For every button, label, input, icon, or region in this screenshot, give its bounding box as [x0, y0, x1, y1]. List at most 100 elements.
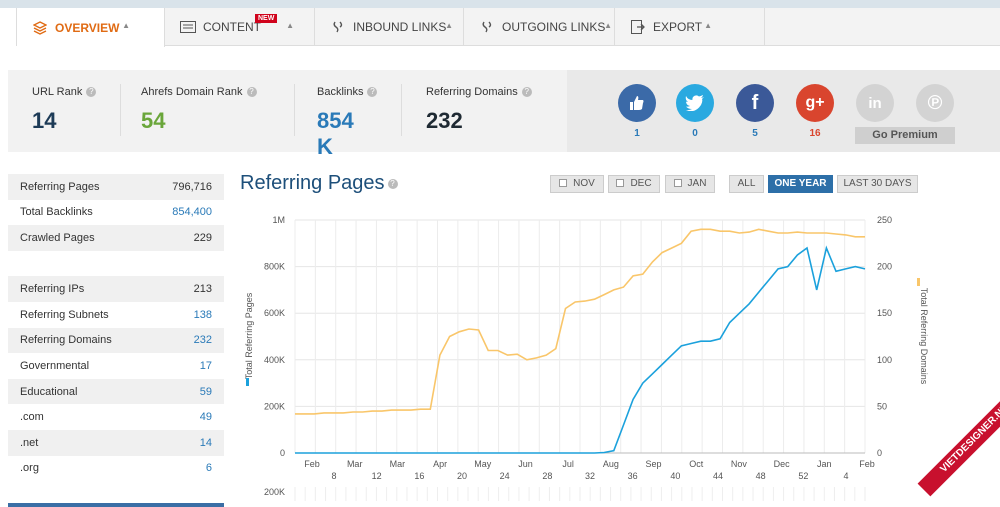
caret-up-icon[interactable]: ▲	[604, 21, 612, 30]
row-value[interactable]: 138	[193, 308, 212, 321]
checkbox-icon	[559, 179, 568, 187]
y2-tick-label: 100	[877, 355, 892, 365]
caret-up-icon[interactable]: ▲	[286, 21, 294, 30]
help-icon[interactable]: ?	[521, 87, 532, 98]
legend-swatch	[917, 278, 920, 286]
tab-inbound-links[interactable]: INBOUND LINKS ▲	[315, 8, 464, 46]
row-label: Referring Domains	[20, 334, 112, 347]
x-month-label: Mar	[347, 459, 363, 469]
social-facebook[interactable]: f 5	[735, 84, 775, 139]
row-label: Governmental	[20, 359, 90, 372]
like-icon	[618, 84, 656, 122]
table-row: Referring Pages 796,716	[8, 174, 224, 200]
layers-icon	[31, 20, 49, 35]
y2-tick-label: 200	[877, 262, 892, 272]
caret-up-icon[interactable]: ▲	[704, 21, 712, 30]
row-value[interactable]: 17	[199, 359, 212, 372]
x-month-label: Apr	[433, 459, 447, 469]
table-row: .net 14	[8, 429, 224, 456]
stat-value: 232	[426, 108, 463, 133]
y2-tick-label: 250	[877, 215, 892, 225]
filter-last-30-days[interactable]: LAST 30 DAYS	[837, 175, 918, 193]
chart-title-text: Referring Pages	[240, 172, 385, 194]
filter-dec[interactable]: DEC	[608, 175, 660, 193]
help-icon[interactable]: ?	[367, 87, 378, 98]
divider	[120, 84, 121, 136]
row-value[interactable]: 59	[199, 385, 212, 398]
row-label: Referring IPs	[20, 283, 85, 296]
x-month-label: Jul	[562, 459, 574, 469]
row-value[interactable]: 14	[199, 436, 212, 449]
stat-label: Backlinks	[317, 86, 364, 98]
filter-nov[interactable]: NOV	[550, 175, 604, 193]
facebook-icon: f	[736, 84, 774, 122]
row-value[interactable]: 49	[199, 411, 212, 424]
checkbox-icon	[673, 179, 682, 187]
row-label: Total Backlinks	[20, 206, 93, 219]
y-tick-label: 0	[280, 448, 285, 458]
social-panel: 1 0 f 5 g+ 16 in ℗ Go Premium	[567, 70, 1000, 152]
filter-label: JAN	[687, 178, 707, 189]
row-label: Referring Subnets	[20, 308, 109, 321]
table-row: .org 6	[8, 456, 224, 482]
tab-inbound-label: INBOUND LINKS	[353, 20, 447, 34]
series-line-referring-pages	[295, 245, 866, 454]
y2-tick-label: 150	[877, 308, 892, 318]
x-week-label: 36	[628, 471, 638, 481]
filter-jan[interactable]: JAN	[665, 175, 715, 193]
filter-label: ALL	[737, 178, 756, 189]
social-googleplus[interactable]: g+ 16	[795, 84, 835, 139]
x-week-label: 8	[331, 471, 336, 481]
caret-up-icon[interactable]: ▲	[122, 21, 130, 30]
googleplus-icon: g+	[796, 84, 834, 122]
filter-label: DEC	[630, 178, 652, 189]
tab-content[interactable]: CONTENT NEW ▲	[165, 8, 315, 46]
social-pinterest[interactable]: ℗	[915, 84, 955, 122]
tab-export[interactable]: EXPORT ▲	[615, 8, 765, 46]
stat-value: 54	[141, 108, 166, 133]
link-icon	[329, 20, 347, 34]
row-value: 213	[193, 283, 212, 296]
tab-overview[interactable]: OVERVIEW ▲	[17, 8, 165, 47]
x-week-label: 40	[670, 471, 680, 481]
linkedin-icon: in	[856, 84, 894, 122]
row-value[interactable]: 232	[193, 334, 212, 347]
filter-all[interactable]: ALL	[729, 175, 764, 193]
tab-outgoing-label: OUTGOING LINKS	[502, 20, 606, 34]
y-axis-title: Total Referring Pages	[244, 292, 254, 379]
x-week-label: 24	[500, 471, 510, 481]
social-like[interactable]: 1	[617, 84, 657, 139]
stat-label: URL Rank	[32, 86, 83, 98]
help-icon[interactable]: ?	[387, 178, 398, 189]
go-premium-button[interactable]: Go Premium	[855, 127, 955, 144]
x-month-label: Oct	[689, 459, 704, 469]
social-linkedin[interactable]: in	[855, 84, 895, 122]
x-month-label: Mar	[390, 459, 406, 469]
sidebar-footer-bar	[8, 503, 224, 507]
tab-outgoing-links[interactable]: OUTGOING LINKS ▲	[464, 8, 615, 46]
y-tick-label: 1M	[272, 215, 285, 225]
x-week-label: 32	[585, 471, 595, 481]
link-icon	[478, 20, 496, 34]
help-icon[interactable]: ?	[246, 87, 257, 98]
table-row: Educational 59	[8, 378, 224, 405]
metrics-table: Referring Pages 796,716 Total Backlinks 854…	[8, 174, 224, 481]
divider	[401, 84, 402, 136]
caret-up-icon[interactable]: ▲	[445, 21, 453, 30]
social-twitter[interactable]: 0	[675, 84, 715, 139]
y-tick-label: 400K	[264, 355, 285, 365]
row-value[interactable]: 854,400	[172, 206, 212, 219]
tab-bar: OVERVIEW ▲ CONTENT NEW ▲ INBOUND LINKS ▲…	[16, 8, 1000, 47]
pinterest-icon: ℗	[916, 84, 954, 122]
x-month-label: Jan	[817, 459, 832, 469]
y-tick-label: 600K	[264, 308, 285, 318]
x-month-label: Nov	[731, 459, 748, 469]
y2-axis-title: Total Referring Domains	[919, 288, 929, 385]
filter-one-year[interactable]: ONE YEAR	[768, 175, 833, 193]
table-row: Total Backlinks 854,400	[8, 200, 224, 226]
x-week-label: 28	[542, 471, 552, 481]
y-tick-label: 800K	[264, 262, 285, 272]
x-month-label: Sep	[646, 459, 662, 469]
row-value[interactable]: 6	[205, 462, 212, 475]
help-icon[interactable]: ?	[86, 87, 97, 98]
